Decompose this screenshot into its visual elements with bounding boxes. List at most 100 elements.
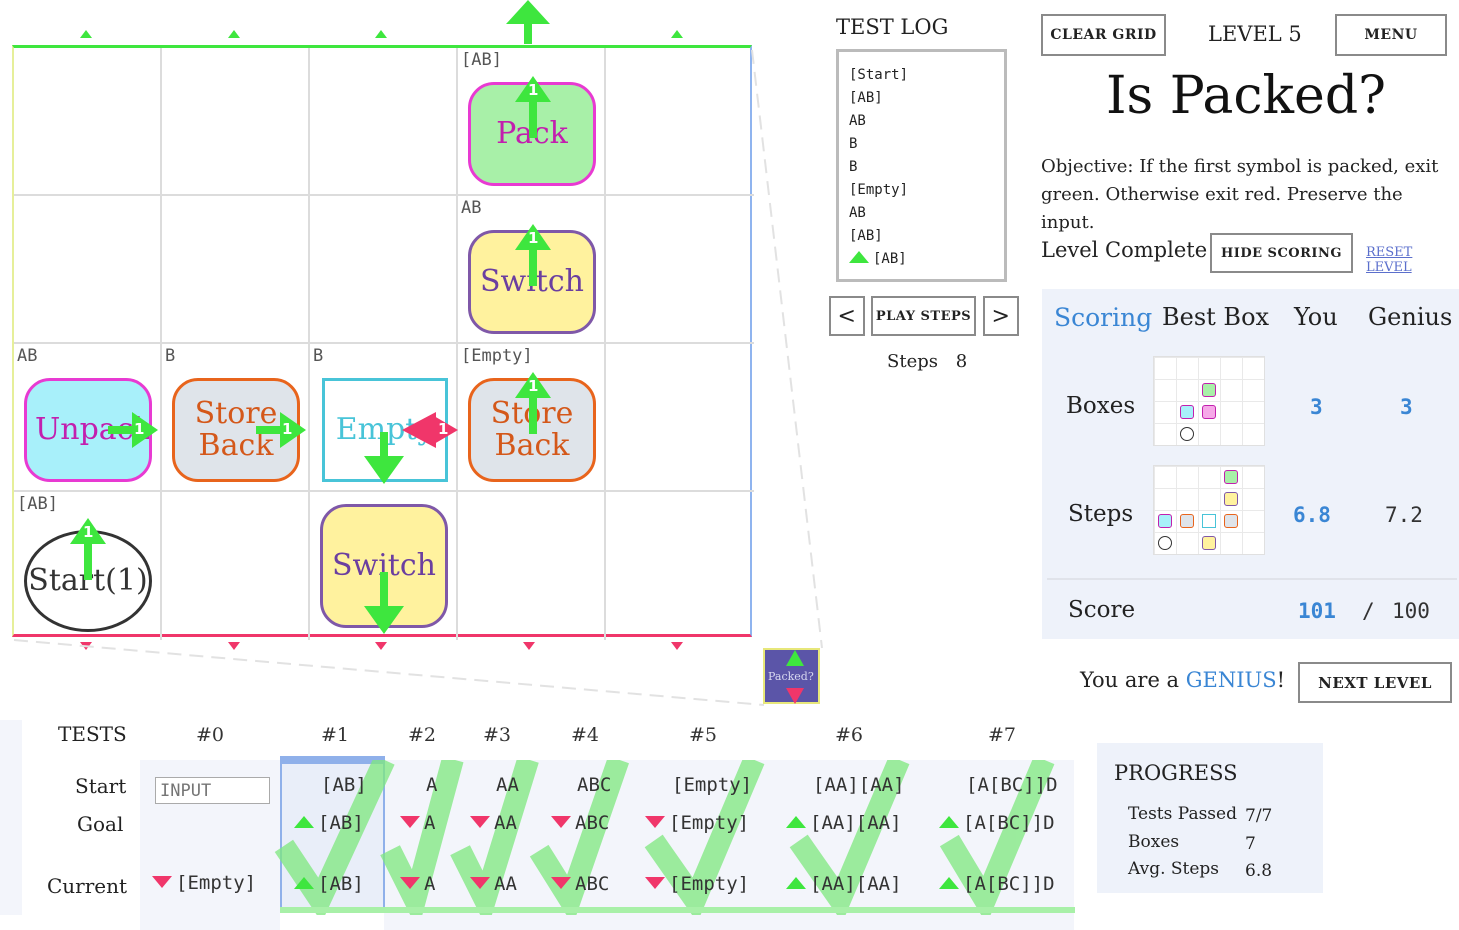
clear-grid-button[interactable]: CLEAR GRID xyxy=(1041,14,1166,56)
cell-value-label: [AB] xyxy=(461,50,502,70)
grid-cell[interactable] xyxy=(162,48,310,196)
tests-left-strip xyxy=(0,720,22,915)
arrow-count: 1 xyxy=(438,420,449,438)
green-up-icon xyxy=(294,876,314,889)
right-arrow-icon xyxy=(280,412,306,448)
log-line-final: [AB] xyxy=(849,248,994,271)
red-down-icon xyxy=(645,815,665,828)
best-steps-thumbnail xyxy=(1153,465,1265,555)
goal-text: [Empty] xyxy=(669,812,750,834)
grid-cell[interactable] xyxy=(310,48,458,196)
log-line: B xyxy=(849,159,858,175)
current-value: [AA][AA] xyxy=(786,873,902,895)
down-arrow-icon xyxy=(364,606,404,634)
next-step-button[interactable]: > xyxy=(983,296,1019,336)
row-goal-label: Goal xyxy=(77,812,124,836)
grid-cell-empty[interactable]: B Empty 1 xyxy=(310,344,458,492)
test-id: #2 xyxy=(408,724,437,746)
grid-cell[interactable] xyxy=(14,196,162,344)
hide-scoring-button[interactable]: HIDE SCORING xyxy=(1210,233,1353,273)
red-down-icon xyxy=(551,876,571,889)
start-value: [Empty] xyxy=(672,774,753,796)
start-value: [AA][AA] xyxy=(813,774,905,796)
up-arrow-stem xyxy=(529,98,537,138)
grid-cell[interactable] xyxy=(310,196,458,344)
current-value: [A[BC]]D xyxy=(939,873,1055,895)
grid-cell-store-back[interactable]: B Store Back 1 xyxy=(162,344,310,492)
arrow-count: 1 xyxy=(134,420,145,438)
grid-cell-switch-2[interactable]: Switch xyxy=(310,492,458,640)
log-line: [AB] xyxy=(849,228,883,244)
menu-button[interactable]: MENU xyxy=(1335,14,1447,56)
current-value: ABC xyxy=(551,873,609,895)
chip-up-icon xyxy=(786,650,804,666)
cell-value-label: [AB] xyxy=(17,494,58,514)
boxes-you-value: 3 xyxy=(1310,395,1323,419)
test-id: #7 xyxy=(988,724,1017,746)
grid-cell[interactable] xyxy=(162,492,310,640)
goal-text: [AA][AA] xyxy=(810,812,902,834)
grid-cell-switch[interactable]: AB Switch 1 xyxy=(458,196,606,344)
red-down-icon xyxy=(551,815,571,828)
up-arrow-stem xyxy=(84,540,92,580)
mini-start-icon xyxy=(1180,427,1194,441)
switch-box[interactable]: Switch xyxy=(320,504,448,628)
grid-cell-store-back-2[interactable]: [Empty] Store Back 1 xyxy=(458,344,606,492)
steps-label: Steps xyxy=(887,351,938,372)
level-indicator: LEVEL 5 xyxy=(1208,22,1302,46)
custom-test-input[interactable] xyxy=(155,777,270,804)
log-line: AB xyxy=(849,113,866,129)
grid-cell[interactable] xyxy=(606,196,754,344)
steps-row-label: Steps xyxy=(1068,501,1134,527)
test-id: #1 xyxy=(321,724,350,746)
cell-value-label: AB xyxy=(461,198,482,218)
mini-pack-icon xyxy=(1202,383,1216,397)
reset-level-link[interactable]: RESET LEVEL xyxy=(1366,245,1413,275)
exit-arrow-stem xyxy=(524,20,532,44)
grid-cell[interactable] xyxy=(458,492,606,640)
grid-cell[interactable] xyxy=(606,48,754,196)
grid-cell-start[interactable]: [AB] Start(1) 1 xyxy=(14,492,162,640)
start-value: ABC xyxy=(577,774,612,796)
next-level-button[interactable]: NEXT LEVEL xyxy=(1298,662,1452,703)
zoom-guide-lines xyxy=(13,49,823,706)
log-line: [AB] xyxy=(849,90,883,106)
mini-unpack-icon xyxy=(1158,514,1172,528)
tests-passed-label: Tests Passed xyxy=(1128,804,1237,824)
exit-up-big-icon xyxy=(506,0,550,24)
mini-box-icon xyxy=(1202,405,1216,419)
start-value: AA xyxy=(496,774,519,796)
grid-cell[interactable] xyxy=(14,48,162,196)
down-arrow-icon xyxy=(364,456,404,484)
current-value: AA xyxy=(470,873,517,895)
exit-up-icon xyxy=(80,30,92,38)
play-steps-button[interactable]: PLAY STEPS xyxy=(871,296,976,336)
level-complete-text: Level Complete! xyxy=(1041,238,1216,262)
goal-value: [AB] xyxy=(294,812,364,834)
test-id: #6 xyxy=(835,724,864,746)
tests-passed-value: 7/7 xyxy=(1245,806,1273,826)
red-down-icon xyxy=(645,876,665,889)
grid-cell-unpack[interactable]: AB Unpack 1 xyxy=(14,344,162,492)
mini-pack-icon xyxy=(1224,470,1238,484)
prev-step-button[interactable]: < xyxy=(829,296,865,336)
level-chip[interactable]: Packed? xyxy=(763,648,820,704)
grid-cell[interactable] xyxy=(606,344,754,492)
scoring-panel: Scoring Best Box You Genius Boxes 3 3 St… xyxy=(1042,289,1459,639)
grid-cell-pack[interactable]: [AB] Pack 1 xyxy=(458,48,606,196)
right-arrow-icon xyxy=(132,412,158,448)
exit-down-icon xyxy=(375,642,387,650)
up-arrow-icon xyxy=(515,224,551,250)
green-up-icon xyxy=(939,815,959,828)
col-best-box: Best Box xyxy=(1162,303,1270,331)
red-down-icon xyxy=(400,815,420,828)
chip-down-icon xyxy=(786,688,804,704)
mini-start-icon xyxy=(1158,536,1172,550)
puzzle-grid[interactable]: [AB] Pack 1 AB Switch 1 AB Unpack 1 B St… xyxy=(12,45,754,640)
grid-cell[interactable] xyxy=(162,196,310,344)
red-down-icon xyxy=(470,876,490,889)
current-text: [AB] xyxy=(318,873,364,895)
start-value: [AB] xyxy=(321,774,367,796)
green-up-icon xyxy=(939,876,959,889)
up-arrow-stem xyxy=(529,394,537,434)
